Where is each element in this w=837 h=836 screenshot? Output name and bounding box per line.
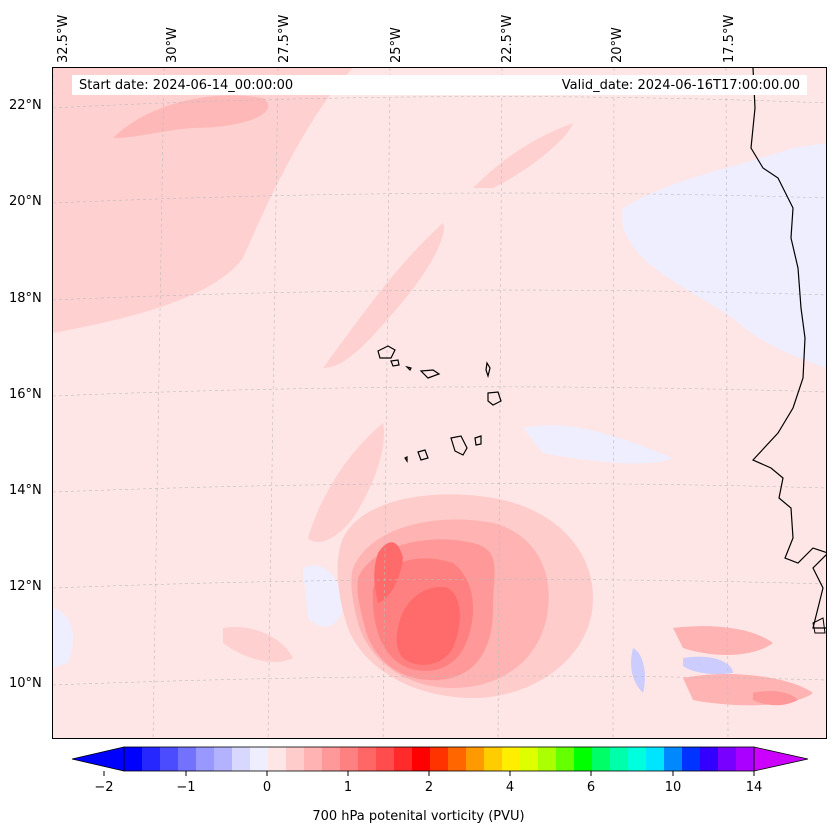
colorbar-segment — [574, 747, 593, 771]
colorbar-segment — [232, 747, 251, 771]
lon-label-30w: 30°W — [165, 27, 180, 63]
colorbar-segment — [430, 747, 449, 771]
start-date-label: Start date: 2024-06-14_00:00:00 — [79, 78, 294, 93]
colorbar-segment — [250, 747, 269, 771]
colorbar-segment — [736, 747, 755, 771]
lon-label-17-5w: 17.5°W — [722, 14, 737, 63]
colorbar-segment — [124, 747, 143, 771]
valid-date-label: Valid_date: 2024-06-16T17:00:00.00 — [561, 78, 800, 93]
colorbar-segment — [268, 747, 287, 771]
colorbar-tick-14: 14 — [745, 780, 763, 795]
colorbar-segment — [682, 747, 701, 771]
colorbar-tick-0: 0 — [262, 780, 272, 795]
colorbar-tick-minus-1: −1 — [176, 780, 196, 795]
lat-label-10n: 10°N — [9, 676, 42, 691]
map-contours — [53, 68, 826, 738]
colorbar-segment — [610, 747, 629, 771]
colorbar-segment — [700, 747, 719, 771]
colorbar-segment — [502, 747, 521, 771]
lat-label-22n: 22°N — [9, 98, 42, 113]
colorbar-title: 700 hPa potenital vorticity (PVU) — [312, 809, 525, 824]
colorbar-segment — [358, 747, 377, 771]
colorbar-segment — [484, 747, 503, 771]
colorbar-outline — [123, 746, 755, 772]
colorbar-segment — [160, 747, 179, 771]
colorbar-tick-4: 4 — [505, 780, 515, 795]
colorbar-tick-2: 2 — [424, 780, 434, 795]
lon-label-27-5w: 27.5°W — [277, 14, 292, 63]
lat-label-18n: 18°N — [9, 291, 42, 306]
lon-label-20w: 20°W — [610, 27, 625, 63]
colorbar-segment — [718, 747, 737, 771]
colorbar-segment — [142, 747, 161, 771]
colorbar-segment — [664, 747, 683, 771]
colorbar-tick-10: 10 — [664, 780, 682, 795]
colorbar-tick-1: 1 — [343, 780, 353, 795]
colorbar-segment — [646, 747, 665, 771]
colorbar-tick-minus-2: −2 — [94, 780, 114, 795]
lon-label-22-5w: 22.5°W — [500, 14, 515, 63]
colorbar-segment — [628, 747, 647, 771]
colorbar-under-extend — [71, 746, 125, 772]
colorbar-segment — [340, 747, 359, 771]
colorbar-segment — [592, 747, 611, 771]
colorbar-segment — [178, 747, 197, 771]
colorbar-segment — [412, 747, 431, 771]
colorbar-over-extend — [753, 746, 809, 772]
colorbar-segment — [196, 747, 215, 771]
colorbar-segment — [520, 747, 539, 771]
colorbar-segment — [556, 747, 575, 771]
lat-label-20n: 20°N — [9, 194, 42, 209]
colorbar-segment — [286, 747, 305, 771]
date-info-bar — [72, 75, 807, 95]
map-plot-area — [52, 67, 827, 739]
colorbar-segment — [304, 747, 323, 771]
lon-label-25w: 25°W — [389, 27, 404, 63]
colorbar — [71, 746, 809, 776]
lat-label-14n: 14°N — [9, 483, 42, 498]
colorbar-segment — [322, 747, 341, 771]
colorbar-segment — [376, 747, 395, 771]
colorbar-segment — [538, 747, 557, 771]
colorbar-segment — [466, 747, 485, 771]
lon-label-32-5w: 32.5°W — [56, 14, 71, 63]
colorbar-segment — [448, 747, 467, 771]
lat-label-12n: 12°N — [9, 579, 42, 594]
lat-label-16n: 16°N — [9, 387, 42, 402]
colorbar-segment — [394, 747, 413, 771]
colorbar-tick-6: 6 — [586, 780, 596, 795]
colorbar-segment — [214, 747, 233, 771]
